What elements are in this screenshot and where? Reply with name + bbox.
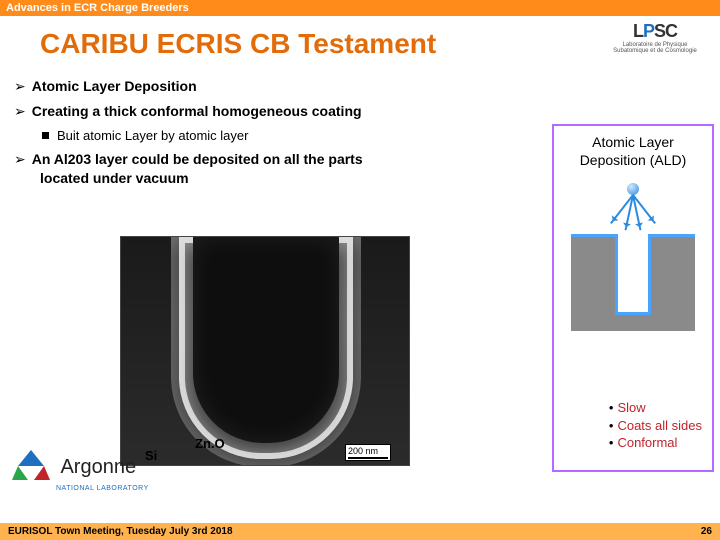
ald-title-1: Atomic Layer bbox=[592, 134, 674, 150]
ald-panel: Atomic Layer Deposition (ALD) •Slow •Coa… bbox=[552, 124, 714, 472]
footer-page-number: 26 bbox=[701, 526, 712, 537]
sem-scale-line bbox=[348, 457, 388, 459]
ald-item-text: Slow bbox=[617, 400, 645, 415]
bullet-2-sub-text: Buit atomic Layer by atomic layer bbox=[57, 128, 248, 143]
sem-trench-inner bbox=[193, 237, 339, 443]
chevron-icon: ➢ bbox=[14, 78, 26, 94]
coating-line bbox=[615, 234, 618, 314]
ald-item-text: Conformal bbox=[617, 435, 677, 450]
sem-image bbox=[120, 236, 410, 466]
bullet-2: ➢ Creating a thick conformal homogeneous … bbox=[14, 103, 720, 120]
bullet-dot-icon: • bbox=[609, 400, 614, 415]
square-icon bbox=[42, 132, 49, 139]
lpsc-logo-text: LPSC bbox=[600, 22, 710, 42]
ald-item: •Slow bbox=[609, 399, 702, 417]
ald-item: •Coats all sides bbox=[609, 417, 702, 435]
header-text: Advances in ECR Charge Breeders bbox=[6, 2, 189, 14]
argonne-sub: NATIONAL LABORATORY bbox=[56, 485, 149, 492]
sem-scalebar: 200 nm bbox=[345, 444, 391, 461]
sem-label-zno: Zn.O bbox=[195, 436, 225, 451]
bullet-3-text-a: An Al203 layer could be deposited on all… bbox=[32, 151, 363, 167]
sem-label-si: Si bbox=[145, 448, 157, 463]
precursor-ball-icon bbox=[627, 183, 639, 195]
footer-bar: EURISOL Town Meeting, Tuesday July 3rd 2… bbox=[0, 523, 720, 540]
coating-line bbox=[649, 234, 695, 237]
bullet-1-text: Atomic Layer Deposition bbox=[32, 78, 197, 94]
bullet-2-text: Creating a thick conformal homogeneous c… bbox=[32, 103, 362, 119]
argonne-triangle-icon bbox=[12, 448, 50, 487]
lpsc-sub2: Subatomique et de Cosmologie bbox=[600, 48, 710, 55]
bullet-dot-icon: • bbox=[609, 418, 614, 433]
coating-line bbox=[615, 312, 651, 315]
ald-item-text: Coats all sides bbox=[617, 418, 702, 433]
bullet-1: ➢ Atomic Layer Deposition bbox=[14, 78, 720, 95]
ald-item: •Conformal bbox=[609, 434, 702, 452]
footer-left: EURISOL Town Meeting, Tuesday July 3rd 2… bbox=[8, 526, 233, 537]
chevron-icon: ➢ bbox=[14, 151, 26, 167]
coating-line bbox=[648, 234, 651, 314]
argonne-logo: Argonne NATIONAL LABORATORY bbox=[12, 448, 149, 492]
ald-bullet-list: •Slow •Coats all sides •Conformal bbox=[609, 399, 702, 452]
chevron-icon: ➢ bbox=[14, 103, 26, 119]
bullet-dot-icon: • bbox=[609, 435, 614, 450]
substrate-slot bbox=[618, 237, 648, 315]
coating-line bbox=[571, 234, 617, 237]
ald-diagram bbox=[563, 181, 703, 331]
ald-title: Atomic Layer Deposition (ALD) bbox=[558, 134, 708, 169]
bullet-3-text-b: located under vacuum bbox=[40, 170, 189, 186]
lpsc-sub1: Laboratoire de Physique bbox=[600, 42, 710, 49]
sem-scale-text: 200 nm bbox=[348, 446, 378, 456]
ald-title-2: Deposition (ALD) bbox=[580, 152, 687, 168]
argonne-name: Argonne bbox=[60, 456, 136, 479]
header-strip: Advances in ECR Charge Breeders bbox=[0, 0, 720, 16]
lpsc-logo: LPSC Laboratoire de Physique Subatomique… bbox=[600, 22, 710, 55]
